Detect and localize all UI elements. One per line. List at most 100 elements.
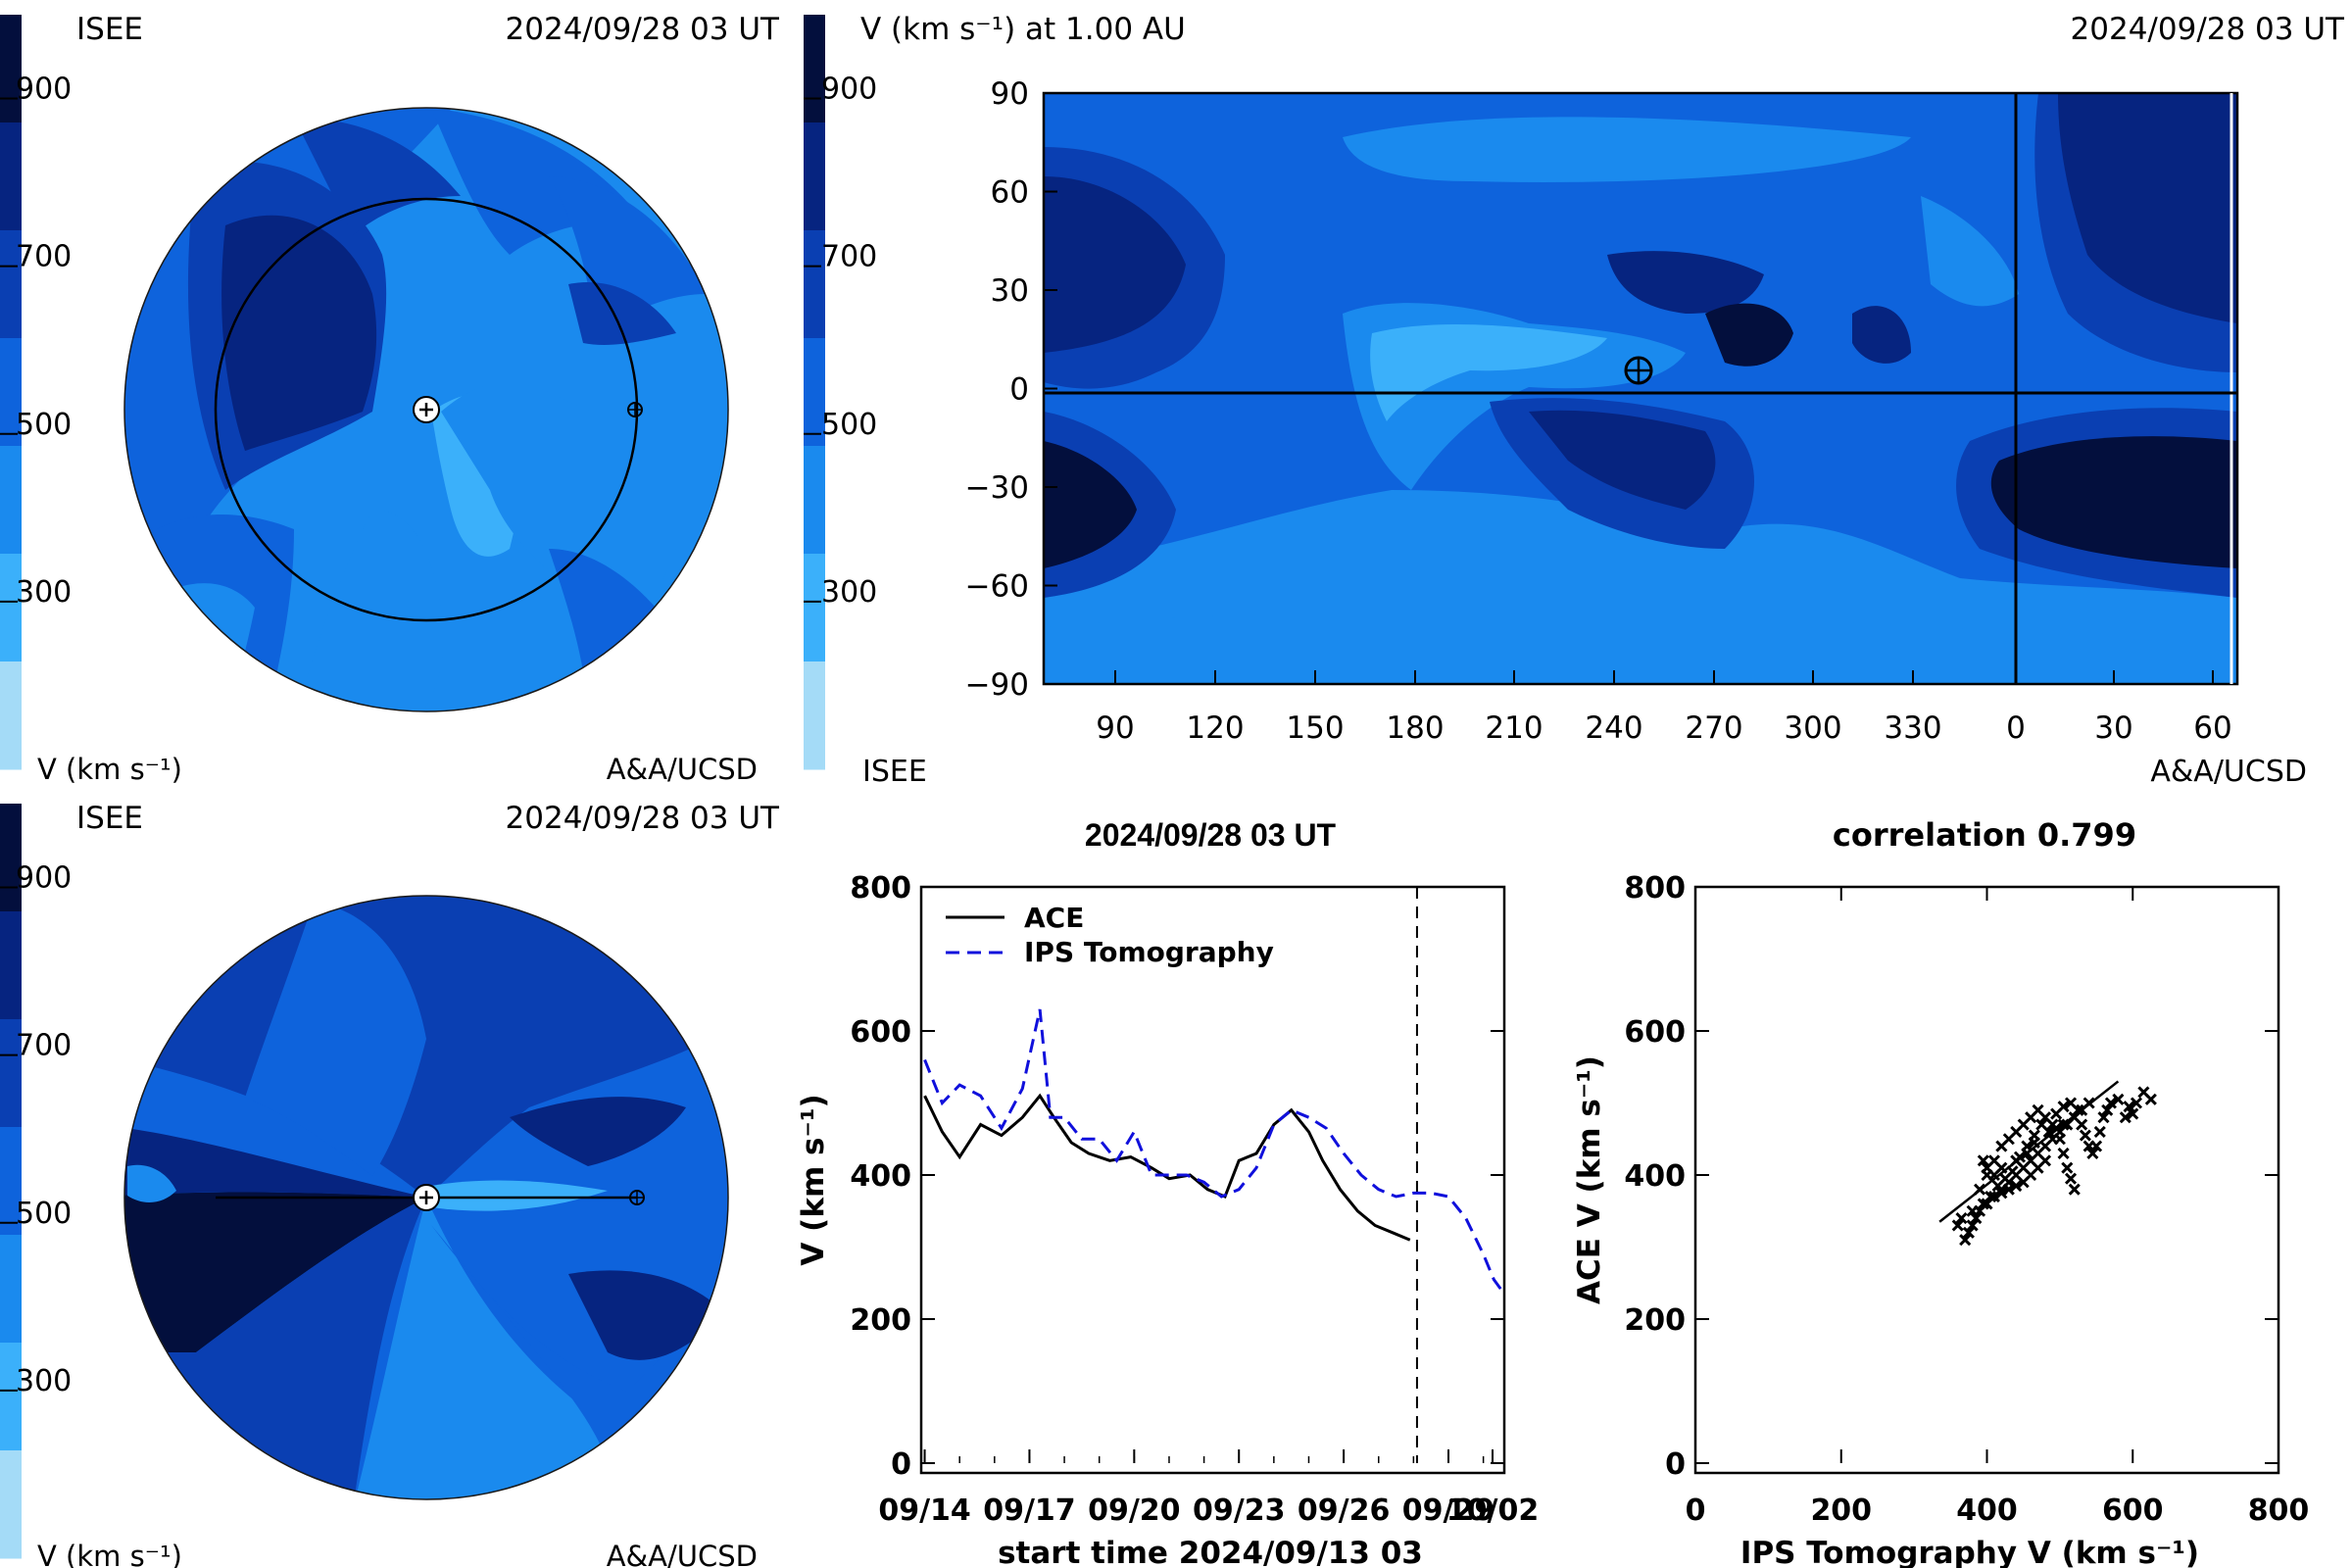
scatter-point xyxy=(1995,1187,2008,1200)
scatter-point xyxy=(1962,1226,1975,1239)
chart-title: correlation 0.799 xyxy=(1833,816,2136,854)
scatter-point xyxy=(2028,1136,2040,1149)
scatter-point xyxy=(2017,1176,2030,1189)
lon-tick-label: 210 xyxy=(1485,710,1543,746)
map-title: V (km s⁻¹) at 1.00 AU xyxy=(860,12,1186,47)
scatter-point xyxy=(1995,1161,2008,1174)
x-tick-label: 400 xyxy=(1956,1494,2018,1528)
scatter-point xyxy=(2010,1179,2023,1193)
legend-ips-label: IPS Tomography xyxy=(1024,936,1274,968)
scatter-point xyxy=(2123,1101,2135,1113)
y-tick-label: 600 xyxy=(850,1015,911,1050)
org-label: ISEE xyxy=(76,801,143,836)
x-tick-label: 10/02 xyxy=(1446,1494,1539,1528)
y-tick-label: 0 xyxy=(1665,1447,1686,1482)
scatter-point xyxy=(2042,1125,2055,1138)
scatter-point xyxy=(2057,1101,2070,1113)
y-tick-label: 800 xyxy=(850,871,911,906)
timestamp-label: 2024/09/28 03 UT xyxy=(506,801,781,836)
panel-polar-top: 900 700 500 300 xyxy=(0,12,780,786)
lon-tick-label: 90 xyxy=(1096,710,1134,746)
lon-tick-label: 240 xyxy=(1585,710,1642,746)
y-axis-label: ACE V (km s⁻¹) xyxy=(1572,1055,1607,1304)
scatter-point xyxy=(1973,1183,1986,1196)
y-tick-label: 400 xyxy=(1624,1159,1686,1194)
y-tick-label: 200 xyxy=(850,1303,911,1338)
colorbar-segment xyxy=(804,446,825,555)
scatter-point xyxy=(2072,1103,2084,1116)
scatter-point xyxy=(2057,1118,2070,1131)
colorbar-segment xyxy=(804,230,825,339)
colorbar-segment xyxy=(0,554,22,662)
x-tick-label: 09/29 xyxy=(1402,1494,1494,1528)
timestamp-label: 2024/09/28 03 UT xyxy=(2071,12,2346,47)
colorbar-tick-label: 300 xyxy=(16,575,72,610)
colorbar-segment xyxy=(0,662,22,770)
plot-frame xyxy=(1693,885,2280,1475)
credit-label: A&A/UCSD xyxy=(607,753,758,786)
lat-tick-label: 0 xyxy=(1009,372,1029,408)
x-axis-label: IPS Tomography V (km s⁻¹) xyxy=(1740,1536,2199,1568)
scatter-point xyxy=(2119,1111,2132,1124)
units-label: V (km s⁻¹) xyxy=(37,753,182,786)
x-tick-label: 09/26 xyxy=(1298,1494,1390,1528)
scatter-point xyxy=(2006,1165,2019,1178)
colorbar-tick-label: 900 xyxy=(16,73,72,107)
scatter-point xyxy=(1966,1204,1979,1217)
scatter-point xyxy=(2127,1107,2139,1120)
colorbar-segment xyxy=(0,1127,22,1236)
colorbar-top-left: 900 700 500 300 xyxy=(0,15,72,770)
colorbar-tick-label: 900 xyxy=(821,73,877,107)
colorbar-segment xyxy=(0,1019,22,1128)
scatter-point xyxy=(1984,1190,1997,1203)
colorbar-segment xyxy=(804,122,825,231)
credit-label: A&A/UCSD xyxy=(607,1540,758,1568)
colorbar-segment xyxy=(804,662,825,770)
colorbar-segment xyxy=(0,338,22,447)
colorbar-tick-label: 700 xyxy=(821,240,877,274)
lon-tick-label: 30 xyxy=(2094,710,2132,746)
colorbar-segment xyxy=(0,230,22,339)
lat-tick-label: −30 xyxy=(965,470,1029,506)
lon-tick-label: 180 xyxy=(1386,710,1444,746)
x-tick-label: 09/17 xyxy=(983,1494,1075,1528)
panel-scatter: correlation 0.799 0 200 400 600 800 0 200 400 60… xyxy=(1572,816,2309,1568)
colorbar-tick-label: 300 xyxy=(821,575,877,610)
lon-tick-label: 270 xyxy=(1685,710,1742,746)
panel-time-series: 2024/09/28 03 UT 0 200 400 600 800 09/14 09/17… xyxy=(796,817,1539,1568)
earth-icon xyxy=(1624,356,1653,385)
scatter-point xyxy=(1959,1234,1972,1247)
x-tick-label: 09/20 xyxy=(1088,1494,1180,1528)
colorbar-segment xyxy=(0,15,22,123)
lat-tick-label: −90 xyxy=(965,667,1029,703)
colorbar-tick-label: 500 xyxy=(16,408,72,442)
colorbar-segment xyxy=(0,911,22,1020)
x-tick-label: 09/14 xyxy=(878,1494,970,1528)
x-tick-label: 600 xyxy=(2102,1494,2164,1528)
y-tick-label: 600 xyxy=(1624,1015,1686,1050)
scatter-points xyxy=(1951,1086,2157,1247)
scatter-point xyxy=(1955,1212,1968,1225)
scatter-point xyxy=(2130,1097,2143,1109)
x-tick-label: 200 xyxy=(1810,1494,1872,1528)
polar-boundary-top xyxy=(123,107,729,712)
y-tick-label: 800 xyxy=(1624,871,1686,906)
scatter-point xyxy=(1981,1161,1993,1174)
colorbar-segment xyxy=(0,1343,22,1451)
chart-title: 2024/09/28 03 UT xyxy=(1085,817,1337,853)
sun-icon xyxy=(413,1184,440,1211)
scatter-point xyxy=(2086,1147,2099,1160)
y-tick-label: 0 xyxy=(891,1447,911,1482)
y-axis-label: V (km s⁻¹) xyxy=(796,1094,831,1265)
scatter-point xyxy=(2050,1122,2063,1135)
scatter-point xyxy=(1977,1154,1989,1167)
colorbar-bottom-left: 900 700 500 300 xyxy=(0,804,72,1559)
org-label: ISEE xyxy=(76,12,143,47)
x-tick-label: 09/23 xyxy=(1193,1494,1285,1528)
scatter-point xyxy=(2079,1129,2091,1142)
scatter-point xyxy=(2013,1151,2027,1163)
y-tick-label: 400 xyxy=(850,1159,911,1194)
map-axes: 90 120 150 180 210 240 270 300 330 0 30 609060300−3… xyxy=(965,76,2232,746)
